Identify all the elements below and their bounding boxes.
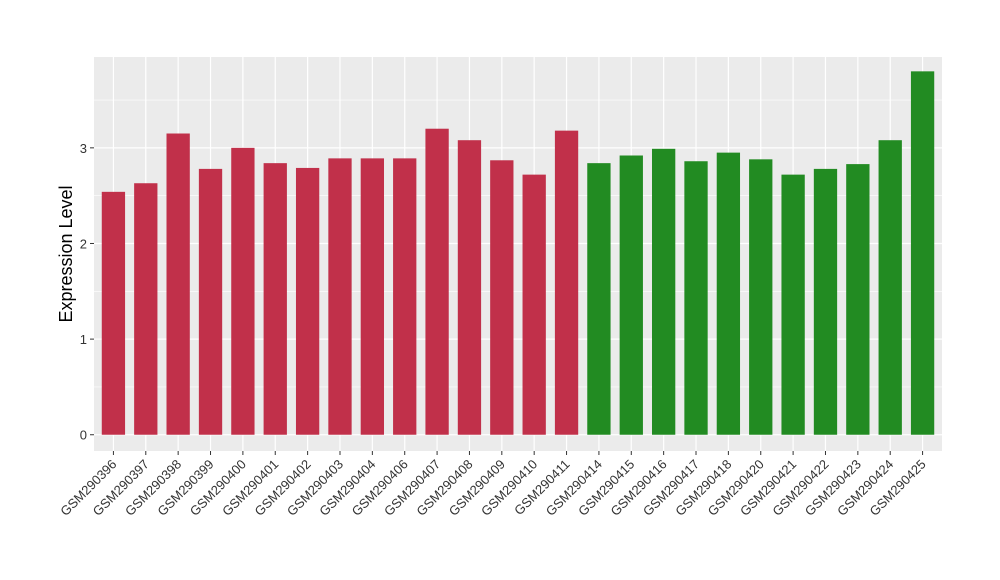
bar-GSM290399 [198,168,223,435]
bar-GSM290406 [393,158,417,435]
bar-GSM290418 [716,152,741,435]
bar-GSM290416 [651,148,676,435]
bar-GSM290414 [587,163,611,435]
bar-GSM290409 [490,160,514,435]
bar-GSM290410 [522,174,546,435]
bar-GSM290397 [134,183,158,435]
bar-GSM290420 [749,159,773,435]
bar-GSM290425 [910,71,935,435]
y-tick-label: 1 [80,332,87,347]
bar-GSM290421 [781,174,805,435]
y-tick-label: 0 [80,428,87,443]
x-axis: GSM290396GSM290397GSM290398GSM290399GSM2… [57,451,929,519]
bar-GSM290411 [554,130,579,435]
bar-GSM290417 [684,161,708,435]
bar-GSM290422 [813,168,838,435]
bar-GSM290415 [619,155,643,435]
bar-GSM290401 [263,163,287,435]
bars [101,71,935,435]
bar-GSM290402 [295,167,320,435]
y-tick-label: 3 [80,141,87,156]
bar-GSM290407 [425,128,449,435]
y-axis: 0 1 2 3 [80,141,94,443]
bar-GSM290403 [328,158,352,435]
bar-GSM290400 [231,147,255,435]
bar-GSM290404 [360,158,385,435]
bar-GSM290408 [457,140,482,435]
bar-GSM290398 [166,133,190,435]
y-tick-label: 2 [80,236,87,251]
bar-GSM290396 [101,191,126,435]
bar-GSM290423 [846,164,870,435]
y-axis-title: Expression Level [56,185,76,322]
bar-GSM290424 [878,140,902,435]
